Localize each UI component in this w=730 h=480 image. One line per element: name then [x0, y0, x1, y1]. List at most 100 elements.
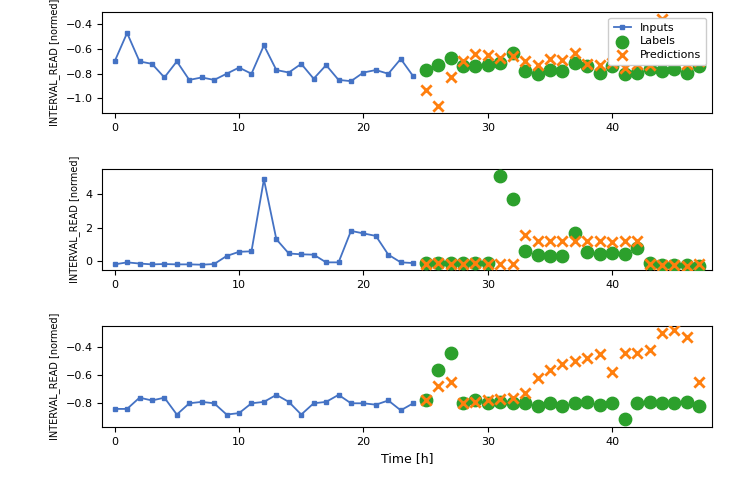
X-axis label: Time [h]: Time [h]: [381, 453, 433, 466]
Labels: [482, 399, 493, 407]
Predictions: [531, 237, 543, 245]
Predictions: [507, 53, 518, 60]
Predictions: [494, 54, 506, 61]
Predictions: [681, 333, 693, 341]
Labels: [644, 259, 656, 267]
Inputs: [322, 399, 331, 405]
Labels: [519, 399, 531, 407]
Labels: [694, 262, 705, 270]
Predictions: [656, 15, 668, 23]
Labels: [631, 69, 643, 76]
Labels: [507, 49, 518, 57]
Labels: [457, 399, 469, 407]
Labels: [569, 229, 581, 237]
Labels: [619, 415, 631, 422]
Labels: [656, 67, 668, 75]
Inputs: [123, 260, 131, 265]
Inputs: [347, 78, 356, 84]
Inputs: [334, 392, 343, 398]
Labels: [582, 62, 593, 70]
Labels: [607, 62, 618, 70]
Inputs: [409, 73, 418, 79]
Inputs: [334, 260, 343, 265]
Labels: [531, 252, 543, 259]
Labels: [582, 398, 593, 406]
Labels: [457, 62, 469, 70]
Inputs: [210, 400, 218, 406]
Labels: [681, 262, 693, 269]
Inputs: [210, 261, 218, 267]
Line: Inputs: Inputs: [112, 177, 415, 267]
Inputs: [359, 400, 368, 406]
Inputs: [135, 395, 144, 400]
Predictions: [631, 60, 643, 68]
Predictions: [531, 61, 543, 69]
Predictions: [482, 51, 493, 59]
Predictions: [631, 349, 643, 357]
Labels: [445, 54, 456, 61]
Labels: [420, 396, 431, 404]
Predictions: [420, 260, 431, 267]
Inputs: [409, 260, 418, 266]
Inputs: [110, 59, 119, 64]
Inputs: [310, 400, 318, 406]
Labels: [569, 399, 581, 407]
Labels: [519, 247, 531, 255]
Predictions: [469, 260, 481, 267]
Labels: [569, 59, 581, 66]
Y-axis label: INTERVAL_READ [normed]: INTERVAL_READ [normed]: [69, 156, 80, 283]
Labels: [619, 70, 631, 78]
Legend: Inputs, Labels, Predictions: Inputs, Labels, Predictions: [608, 18, 706, 65]
Labels: [432, 61, 444, 69]
Labels: [681, 69, 693, 76]
Predictions: [681, 60, 693, 68]
Inputs: [297, 61, 306, 67]
Predictions: [631, 238, 643, 245]
Labels: [669, 65, 680, 72]
Labels: [644, 65, 656, 72]
Labels: [469, 62, 481, 70]
Labels: [694, 402, 705, 410]
Inputs: [260, 177, 269, 182]
Predictions: [607, 59, 618, 66]
Inputs: [384, 252, 393, 258]
Labels: [594, 250, 606, 258]
Predictions: [557, 360, 569, 368]
Predictions: [694, 58, 705, 65]
Inputs: [310, 76, 318, 82]
Predictions: [457, 58, 469, 65]
Inputs: [123, 30, 131, 36]
Inputs: [272, 236, 281, 242]
Inputs: [172, 262, 181, 267]
Predictions: [557, 238, 569, 245]
Labels: [494, 172, 506, 180]
Inputs: [384, 71, 393, 77]
Inputs: [222, 253, 231, 259]
Labels: [445, 349, 456, 357]
Predictions: [531, 374, 543, 382]
Inputs: [185, 262, 193, 267]
Inputs: [260, 42, 269, 48]
Predictions: [656, 261, 668, 268]
Inputs: [247, 249, 255, 254]
Predictions: [582, 237, 593, 244]
Inputs: [384, 397, 393, 403]
Inputs: [285, 70, 293, 75]
Labels: [544, 66, 556, 74]
Predictions: [507, 394, 518, 401]
Labels: [594, 401, 606, 408]
Inputs: [247, 400, 255, 406]
Line: Inputs: Inputs: [112, 393, 415, 417]
Inputs: [359, 70, 368, 75]
Labels: [594, 69, 606, 76]
Predictions: [457, 399, 469, 407]
Inputs: [185, 400, 193, 406]
Labels: [607, 399, 618, 407]
Predictions: [669, 326, 680, 334]
Inputs: [185, 77, 193, 83]
Inputs: [359, 230, 368, 236]
Labels: [631, 244, 643, 252]
Predictions: [582, 354, 593, 362]
Inputs: [123, 406, 131, 412]
Predictions: [432, 102, 444, 110]
